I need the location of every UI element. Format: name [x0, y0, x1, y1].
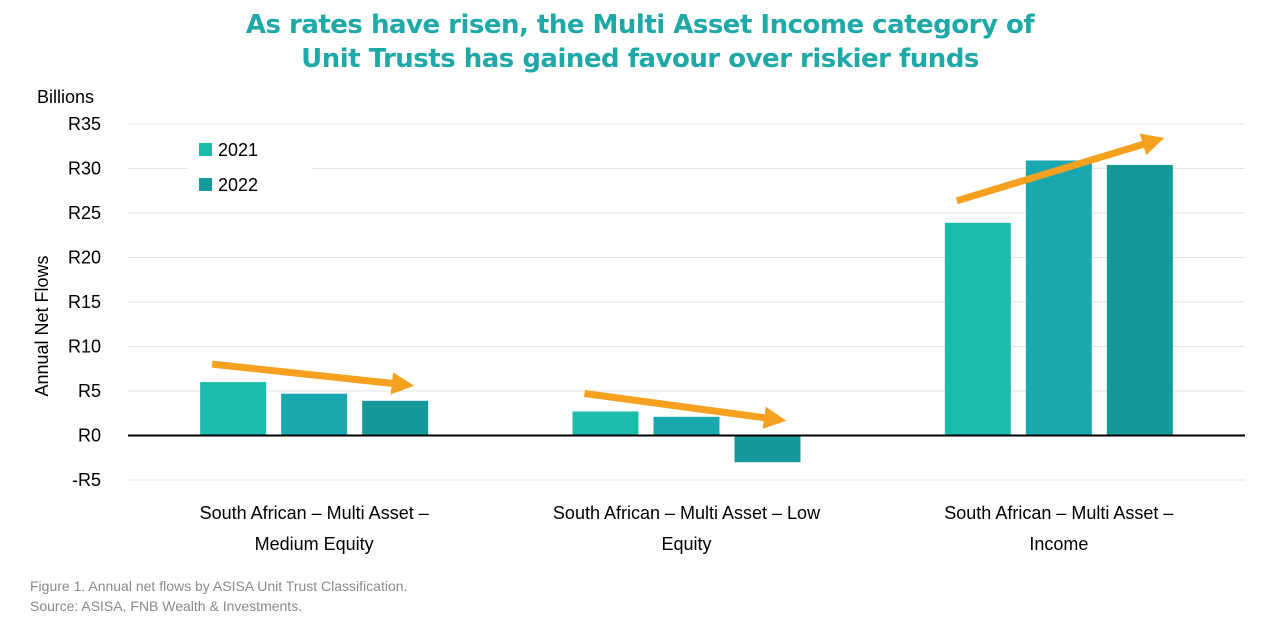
- y-tick-label: R5: [78, 381, 101, 401]
- y-tick-label: -R5: [72, 470, 101, 490]
- caption-line-1: Figure 1. Annual net flows by ASISA Unit…: [30, 578, 408, 594]
- chart-title: As rates have risen, the Multi Asset Inc…: [0, 8, 1280, 76]
- trend-arrow: [584, 390, 787, 429]
- chart-title-line-2: Unit Trusts has gained favour over riski…: [301, 44, 979, 74]
- y-axis-title: Annual Net Flows: [32, 255, 52, 396]
- legend-swatch: [199, 143, 212, 156]
- legend-swatch: [199, 178, 212, 191]
- chart-title-line-1: As rates have risen, the Multi Asset Inc…: [245, 10, 1035, 40]
- x-category-label: Income: [1029, 534, 1088, 554]
- x-category-label: South African – Multi Asset –: [200, 503, 429, 523]
- y-tick-label: R15: [68, 292, 101, 312]
- trend-arrow: [955, 133, 1165, 205]
- caption-line-2: Source: ASISA, FNB Wealth & Investments.: [30, 598, 303, 614]
- legend-label: 2022: [218, 175, 258, 195]
- legend: 2021 2022: [188, 132, 312, 204]
- bar: [200, 382, 267, 436]
- bar: [1025, 160, 1092, 436]
- x-category-label: South African – Multi Asset –: [944, 503, 1173, 523]
- bar: [1106, 164, 1173, 436]
- y-tick-label: R25: [68, 203, 101, 223]
- y-tick-label: R10: [68, 337, 101, 357]
- y-tick-label: R20: [68, 248, 101, 268]
- units-label: Billions: [37, 87, 94, 107]
- bar: [653, 416, 720, 436]
- trend-arrows: [211, 133, 1165, 429]
- bar: [281, 393, 348, 436]
- y-tick-label: R30: [68, 159, 101, 179]
- x-category-label: Medium Equity: [255, 534, 374, 554]
- bar: [734, 435, 801, 463]
- figure-caption: Figure 1. Annual net flows by ASISA Unit…: [30, 576, 407, 616]
- y-tick-label: R0: [78, 426, 101, 446]
- bars: [200, 160, 1173, 463]
- bar: [572, 411, 639, 436]
- bar: [362, 400, 429, 436]
- x-category-label: Equity: [661, 534, 711, 554]
- y-tick-label: R35: [68, 114, 101, 134]
- x-category-label: South African – Multi Asset – Low: [553, 503, 821, 523]
- bar: [944, 222, 1011, 436]
- legend-label: 2021: [218, 140, 258, 160]
- axis-labels: R35 R30 R25 R20 R15 R10 R5 R0 -R5 South African –…: [32, 87, 1173, 554]
- trend-arrow: [211, 360, 415, 395]
